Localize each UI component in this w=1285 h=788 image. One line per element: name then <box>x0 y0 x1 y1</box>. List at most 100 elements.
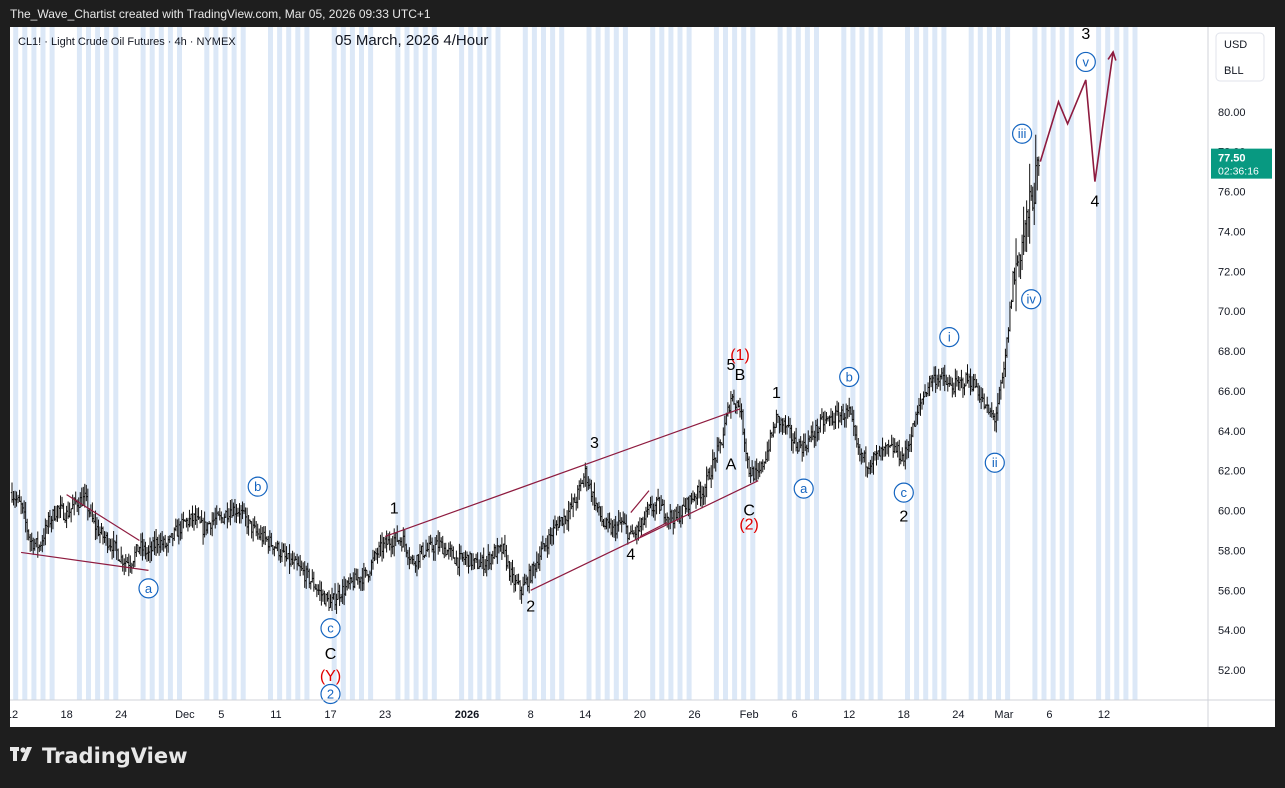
price-bar <box>453 557 457 565</box>
price-bar <box>641 516 645 531</box>
x-tick-label: 24 <box>952 709 964 721</box>
price-bar <box>38 544 41 553</box>
wave-label[interactable]: 5 <box>726 357 735 374</box>
wave-label[interactable]: C <box>325 646 337 663</box>
price-bar <box>1020 234 1024 271</box>
price-bar <box>262 526 265 545</box>
wave-label-text: v <box>1083 54 1090 69</box>
price-bar <box>379 534 382 557</box>
day-stripe <box>222 27 228 700</box>
x-tick-label: 23 <box>379 709 391 721</box>
day-stripe <box>213 27 219 700</box>
wave-label-circled[interactable]: a <box>793 478 814 499</box>
wave-label-circled[interactable]: iii <box>1011 123 1033 144</box>
day-stripe <box>304 27 310 700</box>
day-stripe <box>177 27 183 700</box>
price-bar <box>694 493 698 509</box>
wave-label-circled[interactable]: 2 <box>320 683 341 705</box>
day-stripe <box>1050 27 1056 700</box>
price-bar <box>420 545 423 555</box>
wave-label[interactable]: 4 <box>626 546 635 563</box>
day-stripe <box>586 27 592 700</box>
price-bar <box>826 416 830 422</box>
price-bar <box>578 480 581 500</box>
price-bar <box>65 505 68 529</box>
wave-label-circled[interactable]: b <box>839 366 860 388</box>
price-bar <box>993 413 996 432</box>
day-stripe <box>850 27 856 700</box>
currency-unit-box[interactable] <box>1215 32 1265 82</box>
price-bar <box>822 411 825 434</box>
wave-label[interactable]: 3 <box>1081 26 1090 43</box>
wave-label[interactable]: 1 <box>772 385 781 402</box>
price-bar <box>156 536 159 554</box>
unit-label[interactable]: BLL <box>1224 65 1244 77</box>
y-tick-label: 62.00 <box>1218 466 1246 478</box>
wave-label-circled[interactable]: v <box>1075 51 1096 73</box>
currency-label[interactable]: USD <box>1224 39 1247 51</box>
day-stripe <box>1059 27 1065 700</box>
price-bar <box>436 530 440 555</box>
wave-label-circled[interactable]: i <box>939 327 960 348</box>
price-bar <box>584 462 587 487</box>
price-bar <box>920 398 924 410</box>
price-bar <box>711 449 714 480</box>
wave-label-circled[interactable]: a <box>138 578 159 599</box>
wave-label-circled[interactable]: iv <box>1021 289 1042 310</box>
price-bar <box>902 453 905 467</box>
wave-label-circled[interactable]: b <box>247 476 268 497</box>
day-stripe <box>1041 27 1047 700</box>
day-stripe <box>486 27 492 700</box>
price-bar <box>656 488 660 502</box>
wave-label[interactable]: 1 <box>390 501 399 518</box>
wave-label[interactable]: 4 <box>1090 194 1099 211</box>
price-bar <box>100 522 103 535</box>
wave-label-circled[interactable]: ii <box>984 452 1005 473</box>
price-bar <box>1002 361 1006 389</box>
wave-label-circled[interactable]: c <box>893 482 914 503</box>
wave-label[interactable]: (2) <box>739 517 759 534</box>
wave-label[interactable]: C <box>743 503 755 520</box>
price-bar <box>317 584 320 596</box>
day-stripe <box>686 27 692 700</box>
price-bar <box>773 423 777 434</box>
price-bar <box>503 534 507 558</box>
price-bar <box>697 479 701 499</box>
day-stripe <box>331 27 337 700</box>
price-bar <box>324 593 328 607</box>
wave-label-circle <box>320 618 341 639</box>
price-bar <box>465 551 469 567</box>
day-stripe <box>22 27 28 700</box>
price-bar <box>957 376 960 391</box>
symbol-legend[interactable]: CL1! · Light Crude Oil Futures · 4h · NY… <box>18 36 236 48</box>
wave-label-text: c <box>901 485 908 500</box>
price-bar <box>705 466 708 498</box>
wave-label[interactable]: (1) <box>730 347 750 364</box>
wave-label[interactable]: A <box>726 457 737 474</box>
price-bar <box>474 553 478 563</box>
wave-label-circled[interactable]: c <box>320 618 341 639</box>
wave-label[interactable]: 2 <box>899 509 908 526</box>
price-bar <box>628 532 631 541</box>
price-bar <box>254 521 258 537</box>
price-bar <box>738 397 742 418</box>
wave-label[interactable]: B <box>735 367 746 384</box>
day-stripe <box>404 27 410 700</box>
price-bar <box>165 542 168 557</box>
price-bar <box>312 571 316 592</box>
price-bar <box>382 536 385 559</box>
wave-label[interactable]: 3 <box>590 435 599 452</box>
price-bar <box>56 505 59 522</box>
wave-label[interactable]: (Y) <box>320 668 341 685</box>
price-bar <box>951 377 954 398</box>
chart-attribution: The_Wave_Chartist created with TradingVi… <box>10 7 431 21</box>
price-bar <box>719 439 722 454</box>
wave-label[interactable]: 2 <box>526 598 535 615</box>
price-bar <box>898 439 901 467</box>
price-bar <box>673 508 676 529</box>
price-bar <box>292 552 296 570</box>
price-bar <box>811 421 814 441</box>
price-bar <box>418 544 422 568</box>
